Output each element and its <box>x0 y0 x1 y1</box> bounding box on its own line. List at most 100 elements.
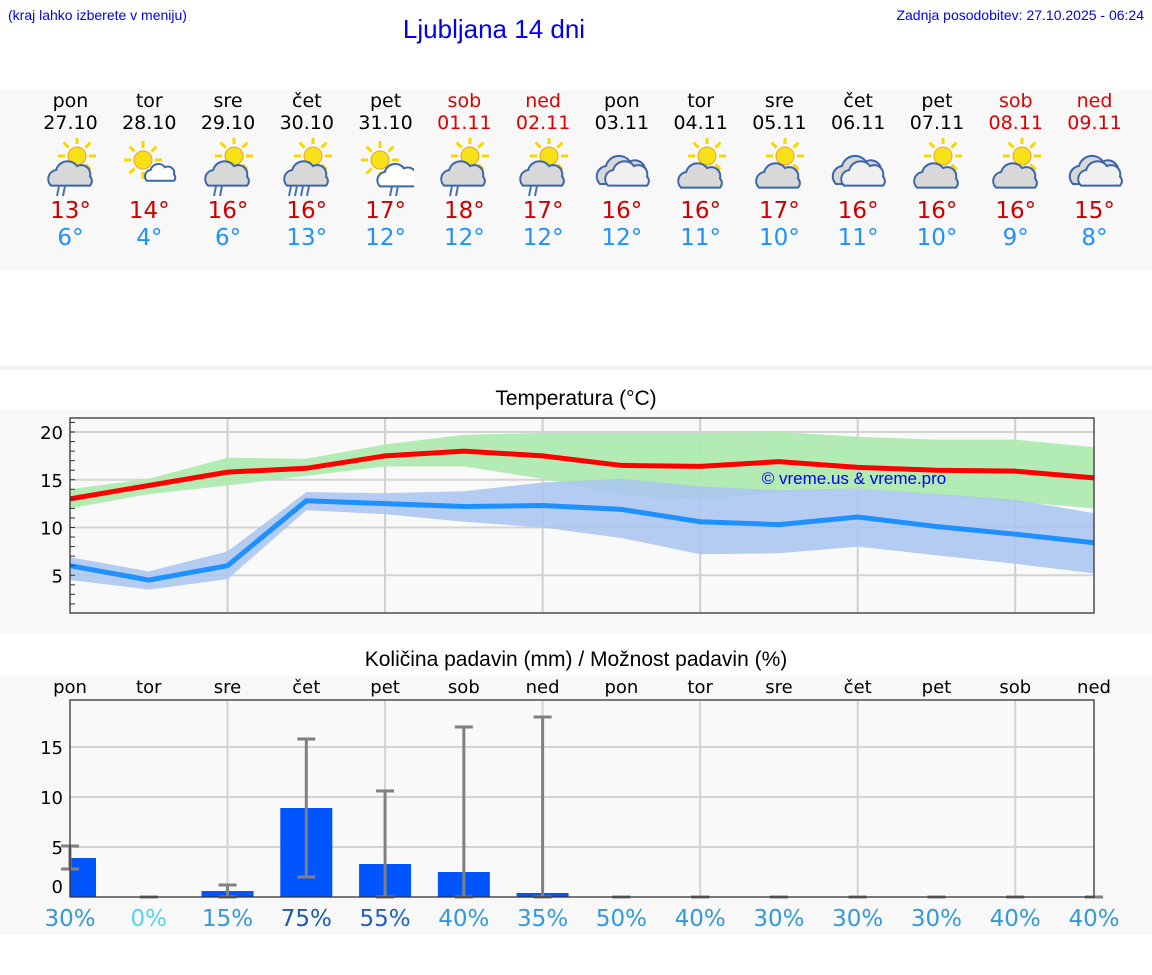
day-name: sob <box>447 90 482 112</box>
precip-probability: 30% <box>753 906 804 932</box>
temperature-chart-title: Temperatura (°C) <box>495 387 657 410</box>
day-forecast: ned 02.11 17° 12° <box>504 90 583 252</box>
precip-probability: 30% <box>44 906 95 932</box>
min-temp: 12° <box>365 225 406 251</box>
day-forecast: ned 09.11 15° 8° <box>1055 90 1134 252</box>
weather-sunny-small-cloud-icon <box>110 138 189 198</box>
daily-forecast-strip: pon 27.10 13° 6° tor 28.10 14° 4° sre 29.1… <box>0 90 1152 270</box>
min-temp: 12° <box>601 225 643 251</box>
max-temp: 16° <box>995 198 1037 224</box>
x-day-label: sob <box>999 677 1031 698</box>
precip-probability: 75% <box>281 906 332 932</box>
x-day-label: ned <box>1077 677 1111 698</box>
weather-sun-white-cloud-rain-icon <box>346 138 425 198</box>
day-date: 04.11 <box>673 112 728 134</box>
day-date: 31.10 <box>358 112 413 134</box>
day-forecast: sre 05.11 17° 10° <box>740 90 819 252</box>
day-date: 09.11 <box>1067 112 1122 134</box>
day-forecast: čet 30.10 16° 13° <box>267 90 346 252</box>
day-forecast: tor 04.11 16° 11° <box>661 90 740 252</box>
day-name: pon <box>52 90 89 112</box>
y-tick-label: 10 <box>40 519 63 540</box>
divider <box>0 365 1152 370</box>
x-day-label: pon <box>604 677 638 698</box>
weather-partly-cloudy-icon <box>740 138 819 198</box>
day-name: čet <box>292 90 322 112</box>
max-temp: 15° <box>1074 198 1115 224</box>
x-day-label: tor <box>687 677 713 698</box>
weather-partly-cloudy-icon <box>661 138 740 198</box>
precip-probability: 30% <box>832 906 883 932</box>
day-name: tor <box>135 90 163 112</box>
precip-probability: 15% <box>202 906 253 932</box>
day-forecast: pon 03.11 16° 12° <box>582 90 661 252</box>
min-temp: 6° <box>214 225 242 251</box>
max-temp: 16° <box>207 198 249 224</box>
day-date: 02.11 <box>515 112 571 134</box>
weather-partly-cloudy-rain-icon <box>425 138 504 198</box>
day-date: 28.10 <box>122 112 177 134</box>
min-temp: 10° <box>916 225 958 251</box>
max-temp: 17° <box>365 198 406 224</box>
day-date: 27.10 <box>43 112 98 134</box>
weather-partly-cloudy-rain-icon <box>31 138 110 198</box>
y-tick-label: 10 <box>40 788 63 809</box>
day-forecast: sob 08.11 16° 9° <box>976 90 1055 252</box>
x-day-label: sre <box>214 677 241 698</box>
plot-area <box>70 700 1094 897</box>
day-date: 29.10 <box>200 112 256 134</box>
day-forecast: pet 07.11 16° 10° <box>897 90 976 252</box>
y-tick-label: 5 <box>52 838 63 859</box>
min-temp: 9° <box>1002 225 1029 251</box>
max-temp: 17° <box>522 198 564 224</box>
y-tick-label: 15 <box>40 471 63 492</box>
weather-partly-cloudy-heavy-rain-icon <box>267 138 346 198</box>
weather-partly-cloudy-icon <box>976 138 1055 198</box>
day-name: ned <box>525 90 561 112</box>
day-name: sob <box>998 90 1033 112</box>
watermark: © vreme.us & vreme.pro <box>762 469 946 488</box>
x-day-label: ned <box>526 677 560 698</box>
page-title: Ljubljana 14 dni <box>402 14 586 44</box>
min-temp: 11° <box>680 225 722 251</box>
max-temp: 16° <box>916 198 958 224</box>
day-forecast: pet 31.10 17° 12° <box>346 90 425 252</box>
max-temp: 13° <box>50 198 91 224</box>
max-temp: 16° <box>680 198 722 224</box>
max-temp: 17° <box>759 198 800 224</box>
day-name: sre <box>764 90 794 112</box>
min-temp-range-band <box>70 478 1094 590</box>
day-date: 06.11 <box>830 112 886 134</box>
precip-probability: 40% <box>990 906 1041 932</box>
min-temp: 8° <box>1081 225 1108 251</box>
day-date: 30.10 <box>279 112 334 134</box>
day-forecast: tor 28.10 14° 4° <box>110 90 189 252</box>
x-day-label: sre <box>765 677 792 698</box>
day-forecast: sre 29.10 16° 6° <box>189 90 268 252</box>
y-tick-label: 0 <box>52 877 63 898</box>
min-temp: 12° <box>522 225 564 251</box>
day-forecast: pon 27.10 13° 6° <box>31 90 110 252</box>
precip-probability: 30% <box>911 906 962 932</box>
day-name: sre <box>213 90 243 112</box>
x-day-label: čet <box>844 677 872 698</box>
precipitation-chart-title: Količina padavin (mm) / Možnost padavin … <box>364 648 788 671</box>
y-tick-label: 5 <box>52 566 63 587</box>
day-forecast: čet 06.11 16° 11° <box>819 90 898 252</box>
x-day-label: pon <box>53 677 87 698</box>
day-name: ned <box>1076 90 1113 112</box>
x-day-label: pet <box>370 677 400 698</box>
day-date: 05.11 <box>752 112 807 134</box>
last-updated: Zadnja posodobitev: 27.10.2025 - 06:24 <box>896 7 1144 23</box>
day-name: pet <box>921 90 953 112</box>
day-name: tor <box>687 90 715 112</box>
y-tick-label: 20 <box>40 423 63 444</box>
min-temp-line <box>69 498 1095 583</box>
max-temp: 16° <box>601 198 643 224</box>
min-temp: 6° <box>57 225 84 251</box>
day-date: 07.11 <box>909 112 965 134</box>
min-temp: 10° <box>759 225 800 251</box>
location-menu-hint[interactable]: (kraj lahko izberete v meniju) <box>8 7 187 23</box>
precip-probability: 35% <box>517 906 568 932</box>
